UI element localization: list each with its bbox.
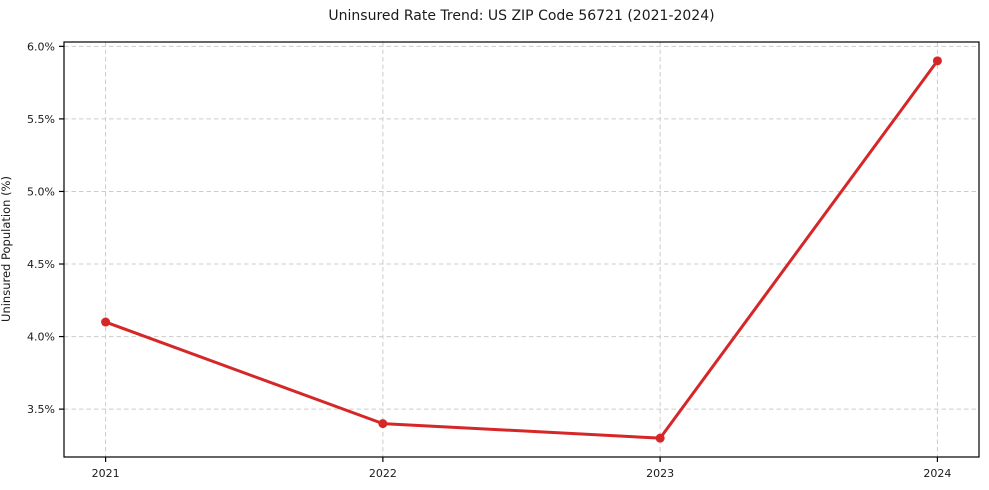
data-point-marker <box>378 419 388 429</box>
y-tick-label: 6.0% <box>27 40 55 53</box>
trend-line <box>104 59 939 440</box>
y-tick-label: 3.5% <box>27 403 55 416</box>
data-point-marker <box>655 433 665 443</box>
x-tick-label: 2022 <box>369 467 397 480</box>
y-tick-label: 5.0% <box>27 185 55 198</box>
data-point-marker <box>101 317 111 327</box>
data-point-marker <box>932 56 942 66</box>
y-tick-label: 4.0% <box>27 331 55 344</box>
x-tick-label: 2021 <box>92 467 120 480</box>
y-tick-label: 4.5% <box>27 258 55 271</box>
y-tick-label: 5.5% <box>27 113 55 126</box>
x-tick-label: 2023 <box>646 467 674 480</box>
x-tick-label: 2024 <box>923 467 951 480</box>
chart-title: Uninsured Rate Trend: US ZIP Code 56721 … <box>328 8 715 24</box>
axes-spines <box>63 41 980 458</box>
